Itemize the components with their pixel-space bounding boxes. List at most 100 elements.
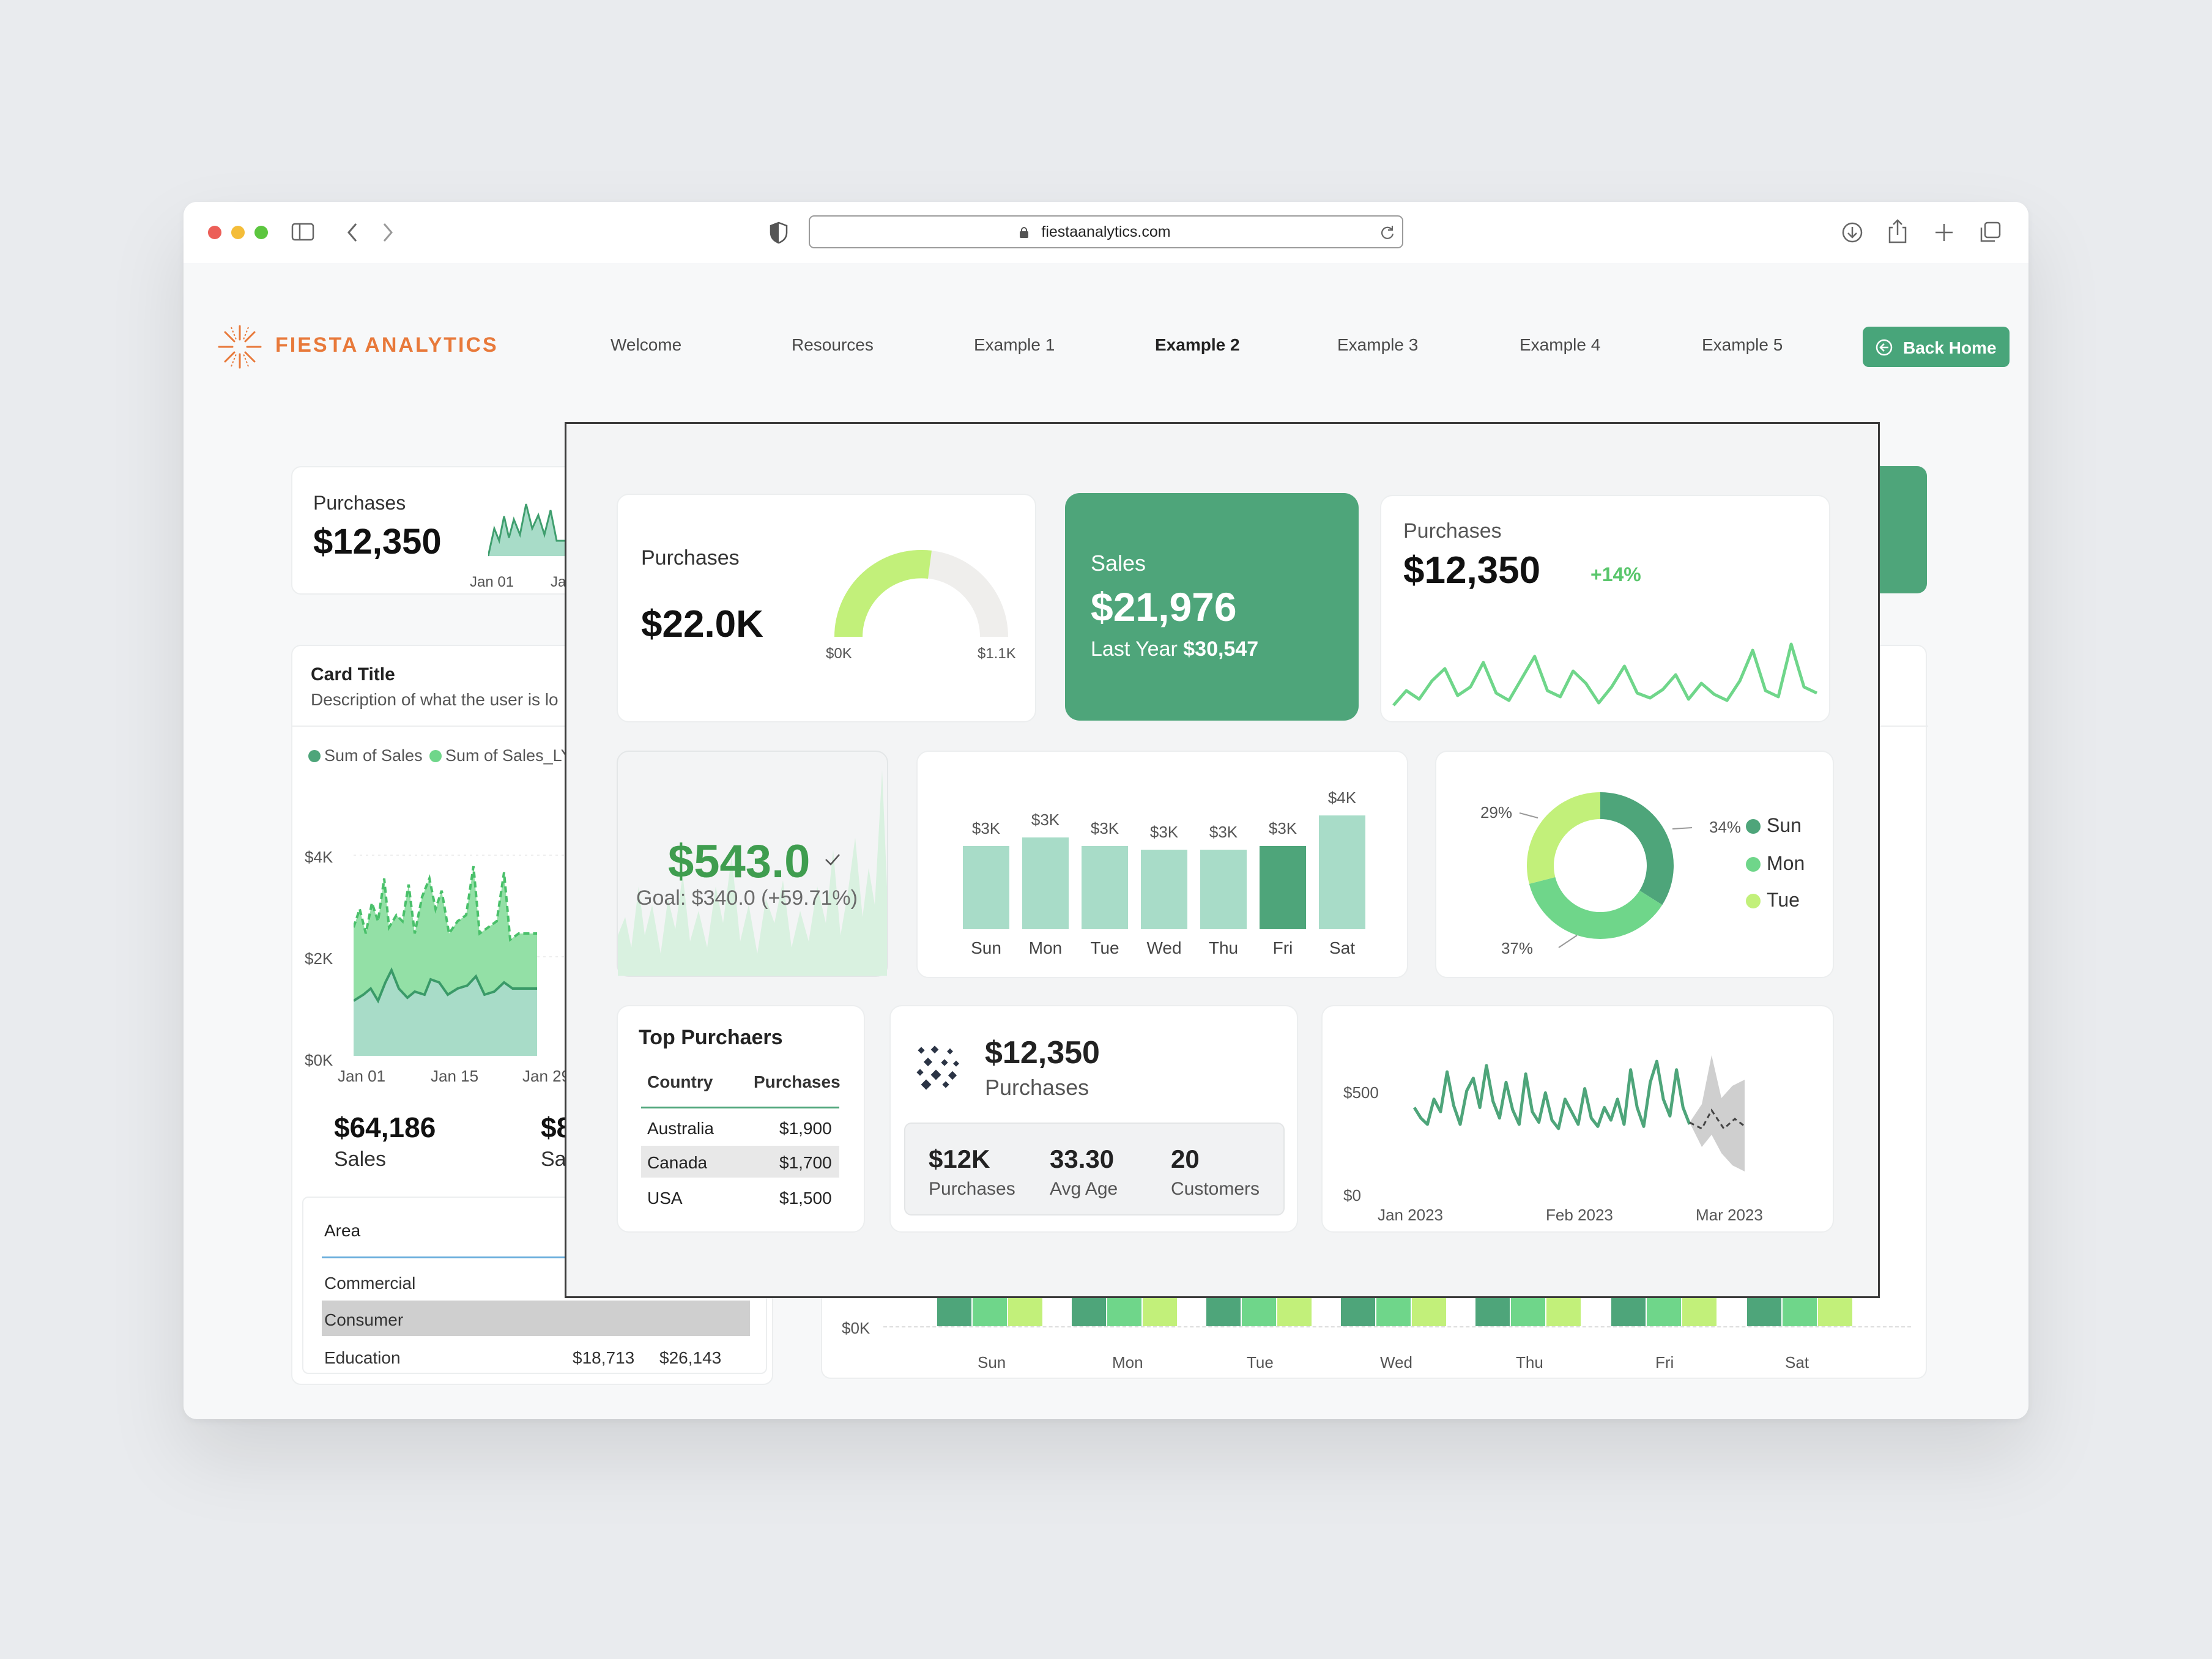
fiesta-logo-icon	[215, 322, 264, 371]
nav-example-2[interactable]: Example 2	[1155, 335, 1240, 355]
bg-legend-2: Sum of Sales_LY	[445, 746, 572, 765]
stat-purchases-label: Purchases	[929, 1179, 1015, 1200]
overlay-dashboard: Purchases $22.0K $0K $1.1K Sales $21,976…	[565, 422, 1880, 1298]
gauge-min: $0K	[826, 645, 852, 662]
gauge-max: $1.1K	[978, 645, 1016, 662]
forward-arrow-icon[interactable]	[378, 220, 396, 245]
bar-label-sun: $3K	[972, 819, 1001, 837]
maximize-window-button[interactable]	[254, 226, 268, 239]
nav-welcome[interactable]: Welcome	[611, 335, 681, 355]
bg-y-tick-0k: $0K	[305, 1051, 333, 1070]
row-australia-country[interactable]: Australia	[647, 1119, 714, 1138]
minimize-window-button[interactable]	[231, 226, 245, 239]
stat-customers-label: Customers	[1171, 1179, 1260, 1200]
back-arrow-icon[interactable]	[344, 220, 362, 245]
row-canada-country[interactable]: Canada	[647, 1153, 707, 1173]
row-usa-country[interactable]: USA	[647, 1189, 683, 1208]
legend-dot-sun	[1746, 819, 1761, 834]
bg-table-row-2[interactable]: Consumer	[324, 1310, 403, 1330]
legend-dot-mon	[1746, 857, 1761, 872]
bg-date-label-1: Jan 01	[470, 574, 514, 591]
top-purchasers-rule	[641, 1107, 839, 1108]
forecast-x-tick-1: Feb 2023	[1546, 1206, 1613, 1224]
kpi-label: Purchases	[985, 1075, 1089, 1100]
bar-category-wed: Wed	[1146, 938, 1181, 957]
bg-weekday-bar	[1107, 1294, 1141, 1326]
bg-weekday-bar	[1818, 1294, 1852, 1326]
nav-example-5[interactable]: Example 5	[1702, 335, 1783, 355]
close-window-button[interactable]	[208, 226, 221, 239]
bg-weekday-bar	[1412, 1294, 1446, 1326]
bg-card-description: Description of what the user is lo	[311, 690, 559, 710]
top-purchasers-header-purchases: Purchases	[754, 1072, 841, 1092]
bg-weekday-bar	[1143, 1294, 1177, 1326]
bar-mon	[1022, 837, 1069, 929]
donut-label-sun: 34%	[1709, 818, 1741, 836]
forecast-y-tick-1: $0	[1343, 1186, 1361, 1204]
browser-toolbar: fiestaanalytics.com	[184, 202, 2028, 263]
bg-legend-dot-2	[429, 750, 442, 762]
brand-name[interactable]: FIESTA ANALYTICS	[275, 333, 499, 357]
stat-avg-age-label: Avg Age	[1050, 1179, 1118, 1200]
bg-weekday-bar	[1647, 1294, 1681, 1326]
bg-table-row-1[interactable]: Commercial	[324, 1274, 415, 1293]
bg-weekday-bar	[1475, 1294, 1510, 1326]
sidebar-toggle-icon[interactable]	[291, 221, 316, 243]
bar-label-fri: $3K	[1269, 819, 1297, 837]
nav-resources[interactable]: Resources	[792, 335, 874, 355]
legend-dot-tue	[1746, 894, 1761, 908]
bar-tue	[1082, 846, 1128, 929]
bg-weekday-bar	[1341, 1294, 1375, 1326]
top-purchasers-header-country: Country	[647, 1072, 713, 1092]
bg-weekday-bar	[1682, 1294, 1717, 1326]
bar-fri	[1260, 846, 1306, 929]
bar-label-thu: $3K	[1209, 823, 1238, 841]
bg-table-header: Area	[324, 1221, 360, 1241]
bg-weekday-bar	[1242, 1294, 1276, 1326]
bg-weekday-bar	[1546, 1294, 1581, 1326]
purchases-card: Purchases $12,350 +14%	[1380, 495, 1830, 722]
bar-category-fri: Fri	[1273, 938, 1293, 957]
share-icon[interactable]	[1887, 218, 1909, 245]
checkmark-icon	[822, 851, 843, 869]
gauge-chart	[823, 539, 1019, 643]
gauge-card: Purchases $22.0K $0K $1.1K	[617, 494, 1036, 722]
address-bar[interactable]: fiestaanalytics.com	[809, 215, 1403, 248]
bg-y-tick-2k: $2K	[305, 949, 333, 968]
legend-sun: Sun	[1767, 814, 1802, 837]
sales-card: Sales $21,976 Last Year $30,547	[1065, 493, 1359, 721]
bg-weekday-bar	[1206, 1294, 1241, 1326]
bg-day-tue: Tue	[1247, 1353, 1274, 1372]
bg-purchases-label: Purchases	[313, 492, 406, 514]
bar-category-sun: Sun	[971, 938, 1001, 957]
nav-example-4[interactable]: Example 4	[1520, 335, 1600, 355]
kpi-card: $12,350 Purchases $12K Purchases 33.30 A…	[889, 1005, 1298, 1233]
tab-overview-icon[interactable]	[1978, 220, 2003, 245]
bar-thu	[1200, 850, 1247, 929]
bg-legend-dot-1	[308, 750, 321, 762]
top-purchasers-card: Top Purchaers Country Purchases Australi…	[617, 1005, 865, 1233]
download-icon[interactable]	[1840, 220, 1865, 245]
last-year-label: Last Year	[1091, 637, 1178, 661]
shield-icon[interactable]	[768, 220, 789, 245]
bg-purchases-card: Purchases $12,350 Jan 01 Ja	[291, 466, 579, 595]
lock-icon	[1018, 225, 1030, 240]
bg-table-row-3[interactable]: Education	[324, 1348, 401, 1368]
bg-weekday-bar	[1747, 1294, 1781, 1326]
back-home-button[interactable]: Back Home	[1863, 327, 2010, 367]
nav-example-3[interactable]: Example 3	[1337, 335, 1418, 355]
last-year-line: Last Year $30,547	[1091, 637, 1258, 661]
back-home-label: Back Home	[1903, 338, 1997, 358]
forecast-x-tick-2: Mar 2023	[1696, 1206, 1763, 1224]
stat-avg-age-value: 33.30	[1050, 1145, 1114, 1174]
reload-icon[interactable]	[1379, 224, 1396, 241]
forecast-card: $500 $0 Jan 2023 Feb 2023 Mar 2023	[1321, 1005, 1834, 1233]
row-canada-purchases: $1,700	[779, 1153, 832, 1173]
bg-day-sun: Sun	[978, 1353, 1006, 1372]
new-tab-icon[interactable]	[1933, 221, 1955, 243]
sales-label: Sales	[1091, 551, 1146, 576]
last-year-value: $30,547	[1183, 637, 1258, 661]
bg-weekday-bar	[1783, 1294, 1817, 1326]
nav-example-1[interactable]: Example 1	[974, 335, 1055, 355]
stat-purchases-value: $12K	[929, 1145, 990, 1174]
